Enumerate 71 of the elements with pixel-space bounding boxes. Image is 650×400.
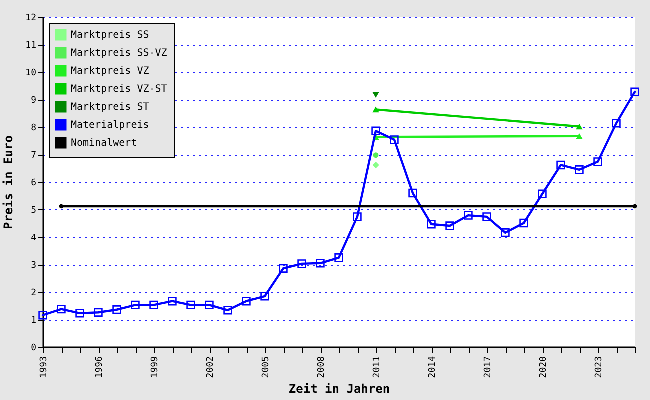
- point: [575, 166, 584, 174]
- point: [59, 204, 64, 209]
- point: [224, 306, 232, 315]
- x-tick-label: 2002: [206, 356, 216, 378]
- y-tick-label: 3: [31, 261, 36, 271]
- point: [94, 308, 103, 317]
- y-tick-label: 5: [31, 206, 36, 216]
- point: [482, 212, 492, 222]
- point: [186, 300, 196, 310]
- y-tick-label: 8: [31, 124, 36, 134]
- point: [279, 264, 288, 273]
- point: [316, 259, 325, 268]
- point: [520, 218, 528, 228]
- point: [205, 300, 214, 310]
- legend-label: Marktpreis SS: [71, 30, 150, 41]
- point: [372, 92, 380, 98]
- point: [408, 188, 418, 198]
- legend-label: Marktpreis SS-VZ: [71, 48, 168, 59]
- point: [112, 306, 122, 314]
- point: [372, 162, 380, 169]
- x-tick-label: 1999: [150, 356, 160, 378]
- y-tick-label: 0: [31, 344, 36, 354]
- y-tick-label: 1: [31, 316, 36, 326]
- y-tick-label: 10: [26, 68, 36, 78]
- x-tick-label: 1996: [95, 356, 105, 378]
- point: [372, 126, 380, 136]
- point: [334, 254, 344, 262]
- point: [242, 296, 251, 306]
- x-tick-label: 2017: [484, 356, 494, 378]
- y-tick-label: 2: [31, 288, 36, 298]
- point: [57, 304, 66, 314]
- legend-label: Marktpreis ST: [71, 102, 150, 113]
- x-axis-title: Zeit in Jahren: [288, 382, 390, 396]
- point: [38, 311, 48, 320]
- x-tick-label: 2014: [428, 356, 438, 378]
- y-tick-label: 11: [26, 41, 36, 51]
- legend-label: Marktpreis VZ: [71, 66, 150, 77]
- point: [556, 160, 566, 170]
- point: [538, 190, 547, 198]
- point: [298, 260, 306, 268]
- y-axis-title: Preis in Euro: [2, 136, 16, 230]
- point: [150, 300, 158, 310]
- y-tick-label: 4: [31, 234, 36, 244]
- point: [446, 222, 454, 230]
- y-tick-label: 6: [31, 178, 36, 188]
- y-tick-label: 7: [31, 151, 36, 161]
- y-tick-label: 9: [31, 96, 36, 106]
- x-tick-label: 2011: [372, 356, 382, 378]
- point: [630, 88, 640, 96]
- point: [353, 212, 362, 222]
- point: [131, 300, 140, 310]
- point: [501, 228, 510, 238]
- legend-label: Materialpreis: [71, 120, 150, 131]
- point: [168, 296, 177, 306]
- point: [373, 152, 379, 158]
- point: [632, 204, 638, 209]
- point: [260, 292, 270, 301]
- legend-label: Marktpreis VZ-ST: [71, 84, 168, 95]
- point: [464, 211, 473, 220]
- point: [76, 309, 84, 318]
- y-tick-label: 12: [26, 14, 36, 24]
- legend-label: Nominalwert: [71, 138, 138, 149]
- x-tick-label: 2023: [594, 356, 604, 378]
- point: [390, 136, 399, 144]
- x-tick-label: 2008: [317, 356, 327, 378]
- x-tick-label: 2020: [539, 356, 549, 378]
- x-tick-label: 1993: [40, 356, 50, 378]
- point: [427, 220, 436, 229]
- point: [612, 119, 621, 128]
- x-tick-label: 2005: [262, 356, 272, 378]
- point: [594, 158, 602, 166]
